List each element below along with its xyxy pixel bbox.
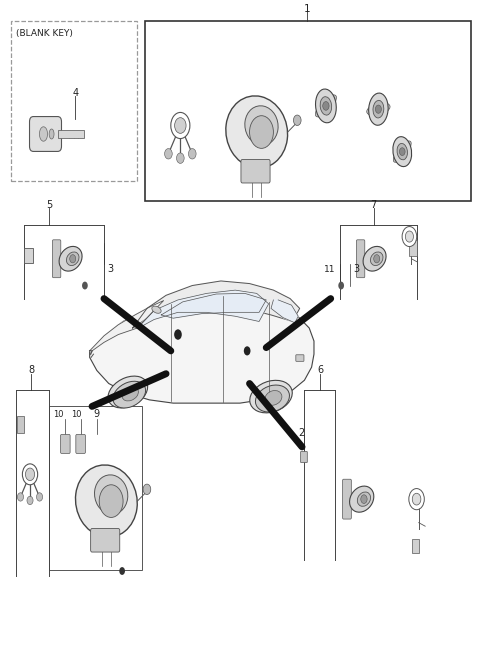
FancyBboxPatch shape (60, 434, 70, 453)
FancyBboxPatch shape (241, 159, 270, 183)
Ellipse shape (245, 106, 278, 145)
FancyBboxPatch shape (357, 240, 365, 277)
Ellipse shape (250, 380, 292, 413)
Polygon shape (90, 290, 314, 403)
Polygon shape (271, 300, 298, 323)
Circle shape (27, 497, 33, 504)
Polygon shape (137, 290, 269, 328)
Text: 10: 10 (53, 410, 64, 419)
Ellipse shape (49, 129, 54, 139)
FancyBboxPatch shape (343, 480, 351, 519)
Text: 1: 1 (303, 4, 310, 14)
Circle shape (143, 484, 151, 495)
Ellipse shape (363, 247, 386, 271)
Circle shape (171, 112, 190, 138)
Text: 6: 6 (317, 365, 323, 375)
Ellipse shape (393, 141, 411, 162)
Text: 5: 5 (46, 200, 52, 210)
FancyBboxPatch shape (30, 117, 61, 152)
Polygon shape (161, 293, 266, 318)
Ellipse shape (357, 492, 371, 506)
Ellipse shape (108, 376, 148, 408)
Text: 2: 2 (298, 428, 304, 438)
FancyBboxPatch shape (17, 416, 24, 432)
Text: 4: 4 (72, 88, 78, 98)
Circle shape (374, 255, 380, 263)
Ellipse shape (315, 95, 336, 117)
Circle shape (361, 495, 367, 504)
Text: 9: 9 (94, 409, 100, 419)
Text: 3: 3 (108, 264, 113, 274)
Circle shape (99, 485, 123, 518)
Ellipse shape (226, 96, 288, 168)
Circle shape (175, 117, 186, 133)
Circle shape (70, 255, 76, 263)
Bar (49, 406, 142, 569)
Circle shape (189, 148, 196, 159)
Bar (11, 21, 137, 181)
Circle shape (323, 102, 329, 110)
Ellipse shape (367, 103, 390, 115)
FancyBboxPatch shape (52, 240, 61, 277)
Ellipse shape (315, 89, 336, 123)
Ellipse shape (95, 475, 128, 514)
Ellipse shape (265, 390, 282, 405)
Circle shape (405, 231, 413, 242)
Circle shape (174, 329, 182, 340)
Ellipse shape (113, 381, 145, 408)
Ellipse shape (255, 385, 289, 412)
Text: 3: 3 (353, 264, 359, 274)
Circle shape (177, 153, 184, 163)
Circle shape (412, 493, 421, 505)
Ellipse shape (66, 252, 79, 266)
Polygon shape (90, 300, 164, 351)
Ellipse shape (320, 96, 332, 115)
FancyBboxPatch shape (412, 539, 419, 554)
Circle shape (338, 281, 344, 289)
Ellipse shape (349, 486, 374, 512)
Ellipse shape (122, 387, 138, 401)
Ellipse shape (397, 144, 408, 160)
FancyBboxPatch shape (409, 240, 417, 256)
Ellipse shape (393, 136, 412, 167)
Text: 10: 10 (72, 410, 82, 419)
Ellipse shape (373, 100, 384, 118)
FancyBboxPatch shape (91, 529, 120, 552)
Text: 11: 11 (324, 265, 336, 274)
Polygon shape (132, 281, 300, 328)
Circle shape (399, 148, 405, 155)
Circle shape (244, 346, 251, 356)
FancyBboxPatch shape (76, 434, 85, 453)
Ellipse shape (152, 306, 161, 314)
FancyBboxPatch shape (296, 355, 304, 361)
FancyBboxPatch shape (58, 130, 84, 138)
Circle shape (165, 148, 172, 159)
Circle shape (375, 105, 382, 113)
Circle shape (402, 226, 417, 247)
Circle shape (17, 493, 24, 501)
Text: 7: 7 (371, 200, 377, 210)
Text: (BLANK KEY): (BLANK KEY) (16, 29, 72, 38)
Circle shape (119, 567, 125, 575)
Circle shape (25, 468, 35, 481)
Text: 8: 8 (28, 365, 34, 375)
Bar (144, 21, 471, 201)
Ellipse shape (371, 252, 383, 266)
Circle shape (23, 464, 37, 485)
Ellipse shape (39, 127, 48, 141)
Circle shape (293, 115, 301, 125)
Circle shape (250, 115, 274, 148)
Circle shape (82, 281, 88, 289)
Ellipse shape (59, 247, 82, 271)
Ellipse shape (75, 465, 137, 537)
Circle shape (36, 493, 43, 501)
FancyBboxPatch shape (300, 451, 307, 462)
Circle shape (409, 489, 424, 510)
Ellipse shape (369, 93, 388, 125)
FancyBboxPatch shape (24, 249, 33, 262)
